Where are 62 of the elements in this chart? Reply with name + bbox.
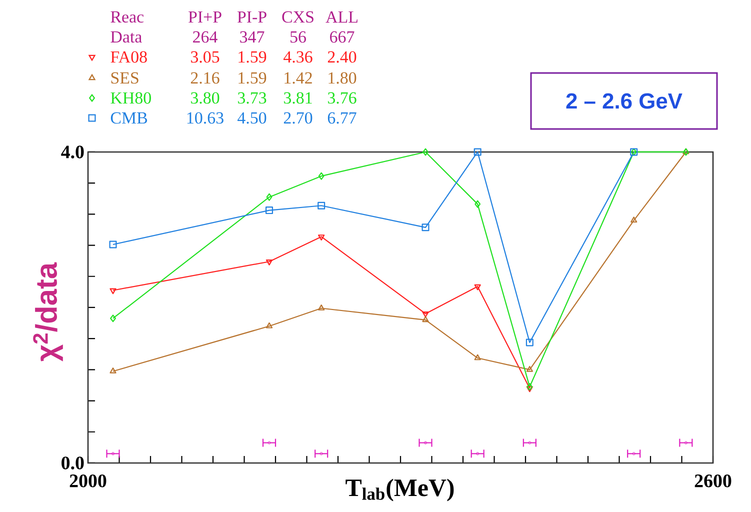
- text: 2.16: [190, 72, 220, 84]
- text: 2.70: [284, 112, 312, 124]
- point: [526, 383, 533, 391]
- legend-label: SES: [111, 72, 138, 84]
- point: [318, 234, 325, 240]
- y-axis-title: χ$^{2}$/data: [33, 262, 63, 362]
- point: [266, 259, 273, 266]
- point: [474, 200, 481, 208]
- point: [266, 206, 274, 214]
- point: [526, 386, 533, 392]
- text: PI+P: [188, 11, 222, 23]
- text: PI-P: [237, 11, 266, 23]
- point: [630, 216, 638, 223]
- legend-label: CMB: [110, 112, 148, 124]
- text: 1.42: [284, 72, 312, 84]
- text: 1.59: [238, 72, 266, 84]
- point: [318, 172, 324, 180]
- point: [109, 240, 117, 248]
- text: 2.40: [328, 51, 356, 63]
- legend-label: FA08: [110, 51, 147, 63]
- text: 4.36: [284, 51, 312, 63]
- point: [318, 202, 326, 210]
- point: [526, 338, 534, 346]
- point: [526, 366, 533, 372]
- text: 4.50: [238, 112, 266, 124]
- point: [474, 284, 481, 290]
- text: 3.81: [284, 92, 312, 104]
- point: [110, 288, 116, 294]
- x-axis-title: T$_{lab}$(MeV): [346, 478, 454, 502]
- point: [474, 148, 482, 156]
- point: [422, 148, 428, 156]
- x-tick-label: 2600: [694, 474, 732, 488]
- text: 3.80: [191, 92, 220, 104]
- chart-title: 2 – 2.6 GeV: [566, 93, 682, 109]
- x-tick-label: 2000: [70, 474, 106, 488]
- text: 3.05: [191, 51, 220, 63]
- text: 3.76: [328, 92, 356, 104]
- point: [266, 322, 273, 328]
- y-tick-label: 0.0: [62, 456, 84, 470]
- text: Data: [110, 31, 142, 43]
- point: [422, 312, 429, 318]
- text: 347: [240, 31, 264, 43]
- y-tick-label: 4.0: [61, 146, 84, 158]
- text: 1.59: [238, 51, 266, 63]
- text: 3.73: [238, 92, 266, 104]
- text: CXS: [282, 11, 314, 23]
- text: 264: [193, 31, 218, 43]
- text: 10.63: [187, 112, 224, 124]
- text: 56: [290, 31, 306, 43]
- point: [266, 193, 272, 201]
- point: [474, 354, 481, 360]
- point: [422, 224, 430, 232]
- text: Reac: [110, 11, 144, 23]
- point: [110, 367, 116, 374]
- point: [110, 314, 116, 322]
- text: 667: [330, 31, 354, 43]
- text: 1.80: [328, 72, 356, 84]
- point: [422, 316, 429, 322]
- legend-label: KH80: [110, 92, 151, 104]
- point: [318, 304, 325, 310]
- text: 6.77: [328, 112, 356, 124]
- text: ALL: [326, 11, 358, 23]
